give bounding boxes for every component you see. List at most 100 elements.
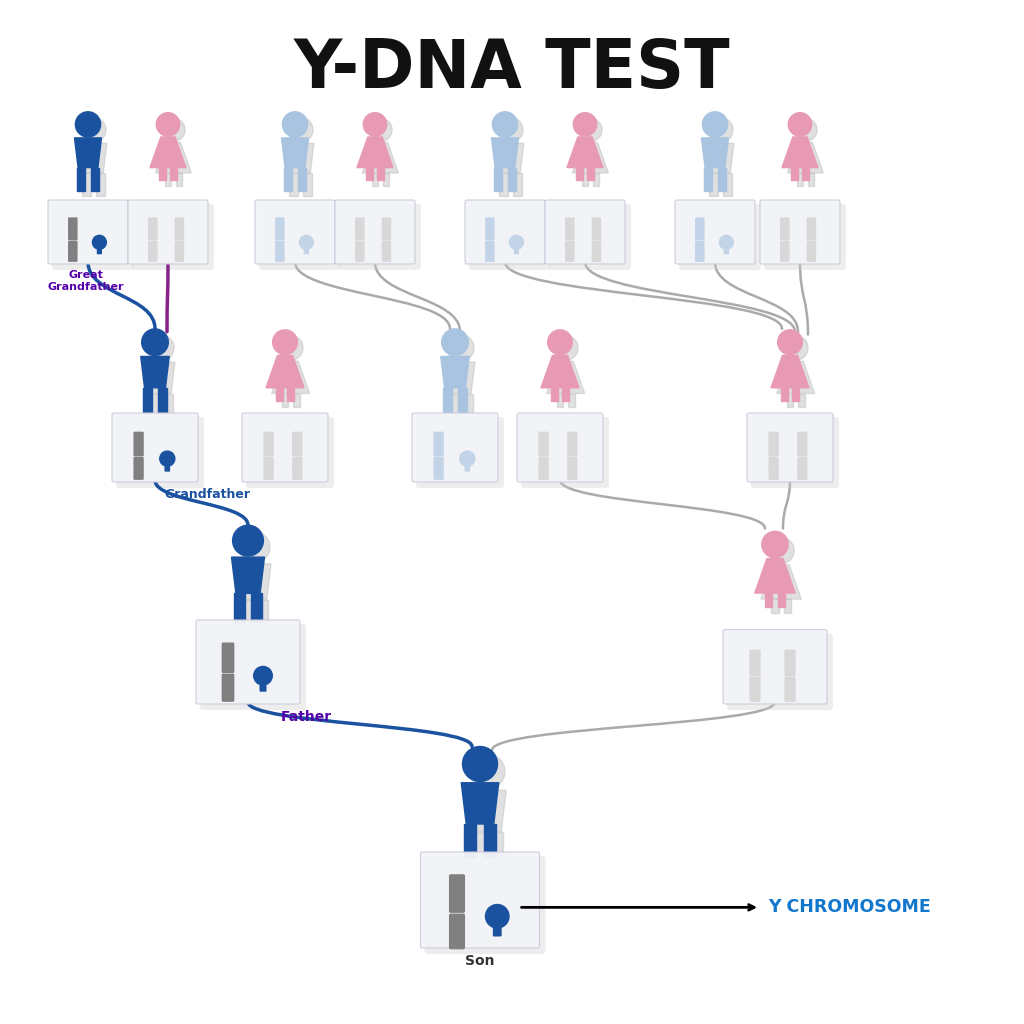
Circle shape (463, 746, 498, 781)
FancyBboxPatch shape (68, 241, 78, 262)
Polygon shape (148, 393, 158, 418)
Circle shape (553, 336, 579, 360)
Polygon shape (160, 168, 166, 180)
Polygon shape (547, 361, 585, 393)
Polygon shape (572, 142, 608, 173)
Circle shape (232, 525, 263, 556)
Polygon shape (284, 168, 292, 191)
FancyBboxPatch shape (695, 241, 705, 262)
Polygon shape (797, 173, 803, 185)
Polygon shape (164, 393, 173, 418)
Polygon shape (80, 143, 106, 173)
FancyBboxPatch shape (727, 634, 833, 710)
Polygon shape (282, 393, 289, 407)
Polygon shape (793, 388, 799, 401)
Polygon shape (494, 168, 503, 191)
FancyBboxPatch shape (339, 204, 421, 270)
FancyBboxPatch shape (433, 432, 443, 457)
Polygon shape (499, 173, 508, 197)
FancyBboxPatch shape (780, 217, 790, 241)
FancyBboxPatch shape (675, 200, 755, 264)
FancyBboxPatch shape (148, 241, 158, 262)
Polygon shape (458, 388, 467, 413)
Polygon shape (582, 173, 588, 185)
FancyBboxPatch shape (592, 241, 601, 262)
FancyBboxPatch shape (724, 242, 729, 254)
Polygon shape (303, 173, 311, 197)
FancyBboxPatch shape (292, 432, 302, 457)
Polygon shape (577, 168, 583, 180)
Polygon shape (723, 173, 732, 197)
FancyBboxPatch shape (723, 630, 827, 705)
Text: Father: Father (281, 710, 332, 724)
FancyBboxPatch shape (565, 241, 574, 262)
FancyBboxPatch shape (449, 913, 465, 949)
Circle shape (441, 329, 468, 355)
FancyBboxPatch shape (246, 417, 334, 488)
Circle shape (141, 329, 168, 355)
Circle shape (794, 118, 817, 141)
FancyBboxPatch shape (797, 432, 808, 457)
FancyBboxPatch shape (567, 432, 578, 457)
Circle shape (288, 117, 313, 142)
FancyBboxPatch shape (175, 217, 184, 241)
Polygon shape (383, 173, 389, 185)
Polygon shape (357, 137, 393, 168)
FancyBboxPatch shape (128, 200, 208, 264)
Circle shape (573, 113, 597, 136)
Polygon shape (165, 173, 171, 185)
Polygon shape (372, 173, 378, 185)
FancyBboxPatch shape (433, 457, 443, 480)
FancyBboxPatch shape (807, 217, 816, 241)
Circle shape (470, 754, 505, 790)
Polygon shape (513, 173, 521, 197)
Circle shape (762, 531, 788, 558)
Circle shape (548, 330, 572, 354)
Polygon shape (146, 362, 175, 393)
FancyBboxPatch shape (165, 458, 170, 472)
Polygon shape (377, 168, 384, 180)
Polygon shape (771, 599, 778, 613)
Polygon shape (798, 393, 805, 407)
Polygon shape (557, 393, 563, 407)
FancyBboxPatch shape (493, 915, 502, 937)
FancyBboxPatch shape (521, 417, 609, 488)
Polygon shape (568, 393, 574, 407)
FancyBboxPatch shape (355, 217, 365, 241)
FancyBboxPatch shape (517, 413, 603, 482)
Polygon shape (551, 388, 558, 401)
FancyBboxPatch shape (52, 204, 134, 270)
Polygon shape (239, 563, 271, 600)
FancyBboxPatch shape (465, 458, 470, 472)
Text: Y-DNA TEST: Y-DNA TEST (294, 36, 730, 102)
Circle shape (485, 904, 509, 928)
Polygon shape (483, 824, 496, 856)
FancyBboxPatch shape (679, 204, 761, 270)
Text: Great
Grandfather: Great Grandfather (48, 270, 124, 292)
FancyBboxPatch shape (539, 432, 549, 457)
Polygon shape (449, 393, 458, 418)
FancyBboxPatch shape (421, 852, 540, 948)
Polygon shape (562, 388, 569, 401)
FancyBboxPatch shape (592, 217, 601, 241)
FancyBboxPatch shape (355, 241, 365, 262)
Polygon shape (777, 593, 784, 607)
FancyBboxPatch shape (275, 217, 285, 241)
Polygon shape (567, 137, 603, 168)
Polygon shape (443, 388, 453, 413)
Polygon shape (234, 593, 245, 622)
Circle shape (240, 531, 270, 562)
Circle shape (788, 113, 812, 136)
FancyBboxPatch shape (465, 200, 545, 264)
Polygon shape (469, 791, 506, 831)
FancyBboxPatch shape (545, 200, 625, 264)
Polygon shape (156, 142, 191, 173)
Circle shape (162, 118, 185, 141)
FancyBboxPatch shape (565, 217, 574, 241)
Polygon shape (508, 168, 516, 191)
Circle shape (160, 452, 175, 466)
FancyBboxPatch shape (112, 413, 198, 482)
FancyBboxPatch shape (221, 674, 234, 701)
FancyBboxPatch shape (760, 200, 840, 264)
FancyBboxPatch shape (549, 204, 631, 270)
